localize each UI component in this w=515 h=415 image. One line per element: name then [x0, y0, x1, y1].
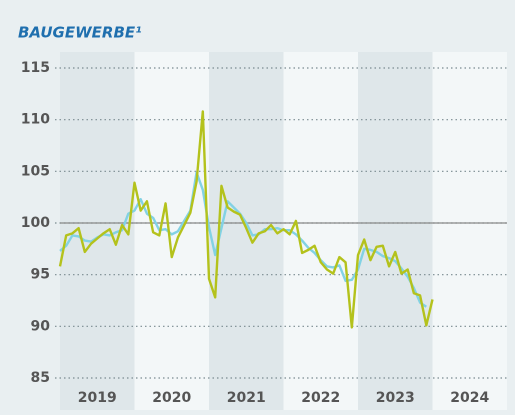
x-tick-label: 2024 [450, 390, 489, 406]
x-tick-label: 2020 [152, 390, 191, 406]
y-tick-label: 110 [21, 112, 50, 128]
series-line [58, 110, 434, 329]
x-tick-label: 2021 [227, 390, 266, 406]
y-tick-label: 95 [31, 267, 50, 283]
y-tick-label: 100 [21, 215, 50, 231]
y-tick-label: 85 [31, 370, 50, 386]
y-tick-label: 105 [21, 163, 50, 179]
y-tick-label: 115 [21, 60, 50, 76]
chart-title: BAUGEWERBE¹ [18, 24, 142, 42]
year-band [358, 52, 433, 410]
x-tick-label: 2019 [78, 390, 117, 406]
year-band [60, 52, 135, 410]
x-tick-label: 2023 [376, 390, 415, 406]
x-tick-label: 2022 [301, 390, 340, 406]
y-tick-label: 90 [31, 318, 51, 334]
